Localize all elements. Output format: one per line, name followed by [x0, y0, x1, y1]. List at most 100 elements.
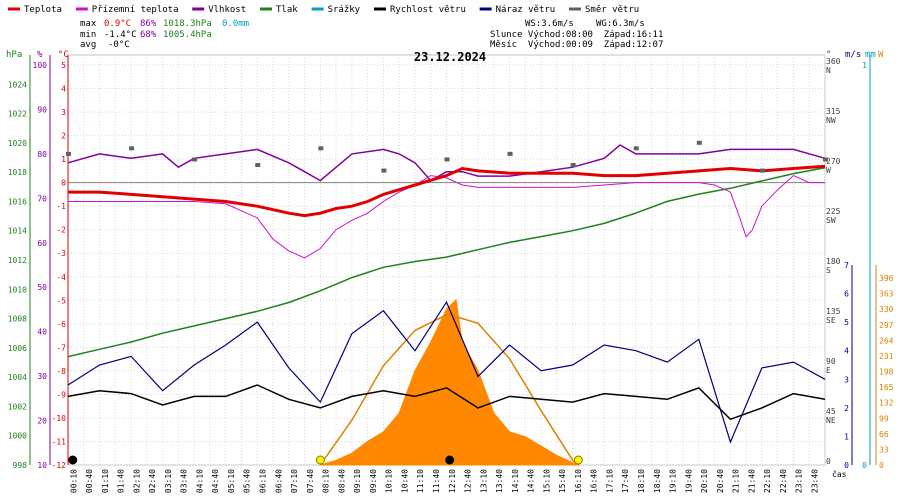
tick-label-dir-compass: N	[826, 66, 831, 75]
tick-label-time: 11:40	[432, 469, 441, 493]
tick-label-rain: 1	[862, 61, 867, 70]
tick-label-temp: 0	[61, 179, 66, 188]
tick-label-temp: -5	[56, 296, 66, 305]
tick-label-pct: 90	[37, 105, 47, 114]
wind-direction-point	[381, 168, 387, 173]
info-ws: WS:3.6m/s	[525, 19, 574, 29]
series-solar	[320, 298, 580, 466]
tick-label-time: 22:10	[763, 469, 772, 493]
tick-label-temp: -4	[56, 273, 66, 282]
tick-label-dir-compass: E	[826, 366, 831, 375]
tick-label-time: 13:40	[495, 469, 504, 493]
tick-label-hpa: 1010	[8, 285, 27, 294]
axis-temp-unit: °C	[58, 50, 69, 60]
chart-title: 23.12.2024	[414, 50, 486, 64]
tick-label-hpa: 1014	[8, 227, 27, 236]
wind-direction-point	[507, 151, 513, 156]
tick-label-time: 00:10	[69, 469, 78, 493]
tick-label-hpa: 1012	[8, 256, 27, 265]
tick-label-temp: 5	[61, 61, 66, 70]
stats-avg-label: avg	[80, 40, 96, 50]
tick-label-time: 10:10	[385, 469, 394, 493]
legend-label: Rychlost větru	[390, 5, 466, 15]
tick-label-temp: -6	[56, 320, 66, 329]
tick-label-hpa: 1016	[8, 197, 27, 206]
legend-label: Přízemní teplota	[92, 5, 179, 15]
tick-label-time: 12:10	[448, 469, 457, 493]
tick-label-temp: -12	[52, 461, 67, 470]
tick-label-dir: 315	[826, 107, 841, 116]
tick-label-dir: 360	[826, 57, 841, 66]
tick-label-solar: 198	[879, 368, 894, 377]
tick-label-dir-compass: NE	[826, 416, 836, 425]
tick-label-solar: 264	[879, 336, 894, 345]
stats-max-label: max	[80, 19, 97, 29]
chart-header: 23.12.2024 max 0.9°C 86% 1018.3hPa 0.0mm…	[80, 19, 663, 64]
tick-label-wind: 2	[844, 404, 849, 413]
stats-max-hum: 86%	[140, 19, 157, 29]
tick-label-solar: 99	[879, 414, 889, 423]
tick-label-time: 14:40	[527, 469, 536, 493]
tick-label-time: 07:40	[306, 469, 315, 493]
tick-label-time: 16:40	[590, 469, 599, 493]
tick-label-pct: 20	[37, 417, 47, 426]
tick-label-time: 18:40	[653, 469, 662, 493]
tick-label-time: 20:10	[700, 469, 709, 493]
tick-label-time: 06:10	[259, 469, 268, 493]
legend-label: Teplota	[24, 5, 62, 15]
chart-grid	[67, 54, 826, 466]
wind-direction-point	[444, 157, 450, 162]
tick-label-wind: 3	[844, 375, 849, 384]
wind-direction-point	[66, 151, 71, 156]
stats-max-temp: 0.9°C	[104, 19, 131, 29]
tick-label-solar: 330	[879, 305, 894, 314]
tick-label-solar: 396	[879, 274, 894, 283]
tick-label-time: 20:40	[716, 469, 725, 493]
tick-label-time: 03:40	[180, 469, 189, 493]
tick-label-hpa: 1004	[8, 373, 27, 382]
tick-label-dir-compass: SE	[826, 316, 836, 325]
tick-label-time: 22:40	[779, 469, 788, 493]
tick-label-wind: 5	[844, 318, 849, 327]
tick-label-hpa: 1024	[8, 80, 27, 89]
tick-label-time: 10:40	[400, 469, 409, 493]
series-wind-gust	[67, 300, 826, 444]
wind-direction-point	[255, 163, 261, 167]
tick-label-time: 17:40	[621, 469, 630, 493]
tick-label-wind: 4	[844, 347, 849, 356]
tick-label-time: 02:40	[148, 469, 157, 493]
wind-direction-point	[823, 157, 828, 162]
info-sun: Slunce Východ:08:00 Západ:16:11	[490, 30, 663, 40]
tick-label-temp: -10	[52, 414, 67, 423]
tick-label-solar: 297	[879, 321, 894, 330]
chart-axes: hPa% °C9981000100210041006100810101012101…	[6, 50, 894, 493]
tick-label-temp: 2	[61, 132, 66, 141]
tick-label-temp: -1	[56, 202, 66, 211]
stats-min-label: min	[80, 30, 96, 40]
tick-label-time: 17:10	[605, 469, 614, 493]
tick-label-temp: 1	[61, 155, 66, 164]
tick-label-solar: 231	[879, 352, 894, 361]
tick-label-dir: 90	[826, 357, 836, 366]
tick-label-wind: 7	[844, 261, 849, 270]
series-wind-speed	[67, 384, 826, 421]
tick-label-dir-compass: S	[826, 266, 831, 275]
tick-label-solar: 33	[879, 445, 889, 454]
tick-label-time: 13:10	[479, 469, 488, 493]
tick-label-hpa: 1020	[8, 139, 27, 148]
tick-label-pct: 40	[37, 328, 47, 337]
tick-label-temp: -8	[56, 367, 66, 376]
tick-label-dir-compass: W	[826, 166, 831, 175]
tick-label-time: 19:10	[669, 469, 678, 493]
tick-label-temp: -3	[56, 249, 66, 258]
tick-label-time: 21:10	[732, 469, 741, 493]
axis-wind-unit: m/s	[845, 50, 861, 60]
tick-label-time: 15:10	[542, 469, 551, 493]
tick-label-solar: 0	[879, 461, 884, 470]
tick-label-time: 19:40	[684, 469, 693, 493]
tick-label-time: 02:10	[132, 469, 141, 493]
legend-label: Náraz větru	[496, 5, 556, 15]
legend-label: Tlak	[276, 5, 298, 15]
tick-label-dir: 270	[826, 157, 841, 166]
tick-label-temp: -9	[56, 390, 66, 399]
